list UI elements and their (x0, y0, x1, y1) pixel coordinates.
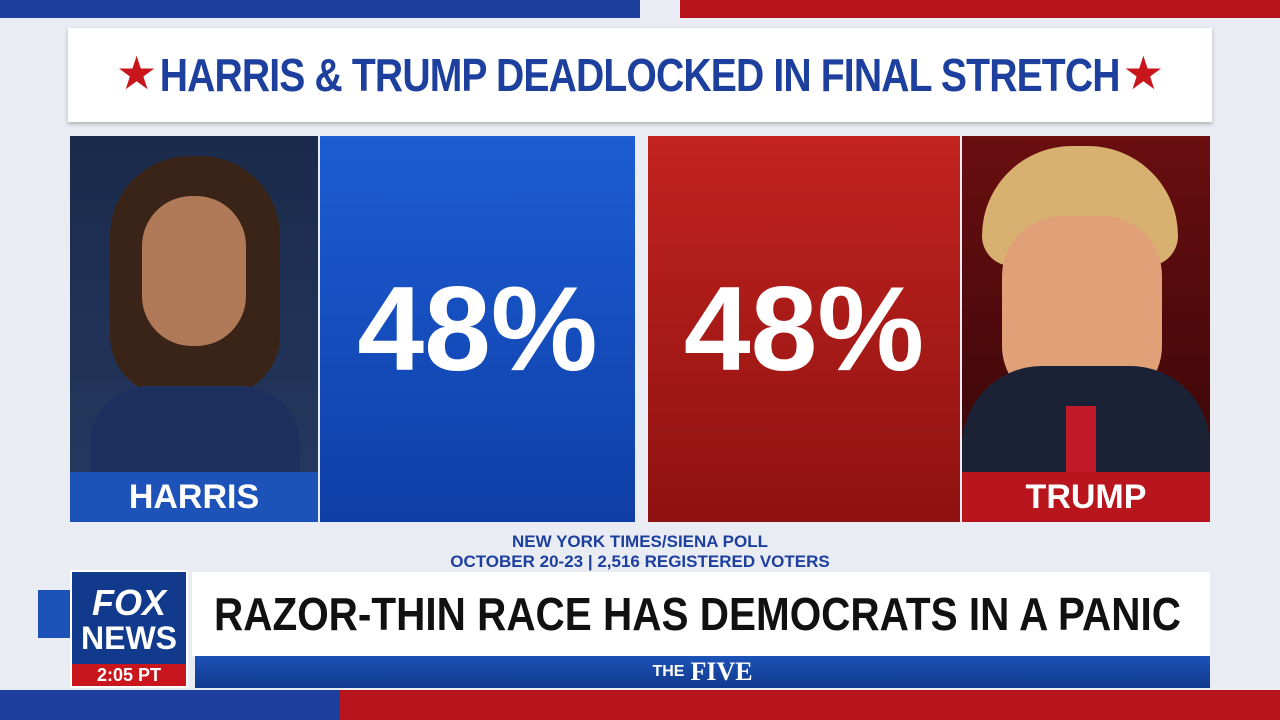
bottom-stripe-blue (0, 690, 340, 720)
title-banner: ★ HARRIS & TRUMP DEADLOCKED IN FINAL STR… (68, 28, 1212, 122)
show-text: FIVE (690, 657, 753, 686)
top-stripe-blue (0, 0, 640, 18)
candidate-photo (962, 136, 1210, 472)
source-line: NEW YORK TIMES/SIENA POLL (512, 532, 768, 551)
name-text: HARRIS (128, 477, 260, 516)
candidate-name: HARRIS (70, 472, 318, 522)
share-text: 48% (683, 262, 925, 396)
show-text: THE (652, 663, 685, 680)
source-line: OCTOBER 20-23 | 2,516 REGISTERED VOTERS (450, 552, 830, 571)
logo-text: NEWS (81, 620, 177, 656)
logo: FOX NEWS 2:05 PT (70, 570, 188, 688)
star: ★ (1122, 46, 1164, 100)
share-text: 48% (357, 262, 598, 396)
time: 2:05 PT (72, 664, 186, 686)
bottom-stripe-red (340, 690, 1280, 720)
top-stripe-red (680, 0, 1280, 18)
source: NEW YORK TIMES/SIENA POLL OCTOBER 20-23 … (340, 532, 940, 572)
headline: RAZOR-THIN RACE HAS DEMOCRATS IN A PANIC (214, 588, 1181, 640)
show-bar: THE FIVE (195, 656, 1210, 688)
title: HARRIS & TRUMP DEADLOCKED IN FINAL STRET… (160, 49, 1121, 101)
candidate-name: TRUMP (962, 472, 1210, 522)
star: ★ (116, 46, 158, 100)
share-box: 48% (320, 136, 635, 522)
candidate-photo (70, 136, 318, 472)
share-box: 48% (648, 136, 960, 522)
headline-bar: RAZOR-THIN RACE HAS DEMOCRATS IN A PANIC (192, 572, 1210, 656)
name-text: TRUMP (1025, 477, 1147, 516)
logo-text: FOX (91, 582, 166, 623)
